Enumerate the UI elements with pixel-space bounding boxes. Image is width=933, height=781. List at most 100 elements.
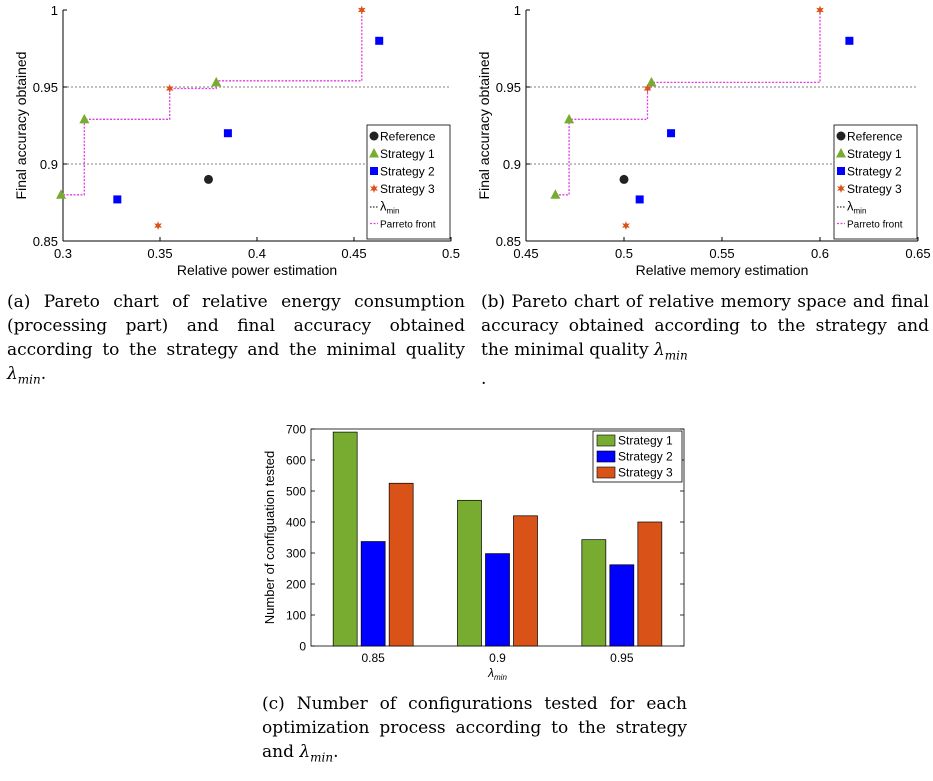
y-tick-label: 1: [51, 3, 58, 18]
legend-label: Reference: [380, 130, 436, 144]
bar-strategy-3: [637, 521, 663, 647]
pareto-memory-chart: 0.45 0.5 0.55 0.6 0.65 0.85 0.9 0.95 1 Relative m…: [476, 3, 931, 278]
data-point-strategy-3: [357, 5, 366, 15]
legend-label: Strategy 2: [847, 165, 902, 179]
legend-marker: [837, 184, 845, 193]
y-tick-label: 0.95: [33, 80, 58, 95]
legend-label: Strategy 1: [618, 434, 673, 448]
x-axis-label: Relative memory estimation: [636, 262, 809, 278]
caption-b: (b) Pareto chart of relative memory spac…: [481, 292, 929, 390]
x-tick-label: 0.65: [905, 246, 930, 261]
x-tick-label: 0.85: [361, 651, 385, 665]
legend-box: [833, 124, 918, 240]
legend-label: Strategy 3: [847, 182, 902, 196]
legend-label: Strategy 2: [380, 165, 435, 179]
data-point-strategy-1: [646, 76, 657, 87]
x-tick-label: 0.5: [442, 246, 460, 261]
y-tick-label: 0.9: [40, 157, 58, 172]
legend-marker: [836, 131, 846, 141]
legend-marker: [369, 148, 379, 158]
data-point-strategy-3: [165, 84, 174, 94]
x-tick-label: 0.45: [513, 246, 538, 261]
caption-c: (c) Number of configurations tested for …: [262, 694, 687, 765]
y-tick-label: 0.85: [33, 234, 58, 249]
legend-marker: [369, 131, 379, 141]
x-axis-label: λmin: [487, 666, 507, 682]
legend-label: Parreto front: [847, 220, 903, 231]
y-tick-label: 700: [286, 423, 306, 437]
y-tick-label: 0.85: [496, 234, 521, 249]
x-tick-label: 0.45: [341, 246, 366, 261]
legend-swatch: [596, 466, 616, 479]
data-point-strategy-1: [550, 189, 561, 199]
legend-label: Reference: [847, 130, 903, 144]
x-tick-label: 0.9: [489, 651, 506, 665]
pareto-power-chart: 0.3 0.35 0.4 0.45 0.5 0.85 0.9 0.95 1 Relative po…: [13, 3, 460, 278]
caption-a: (a) Pareto chart of relative energy cons…: [7, 292, 465, 387]
bar-strategy-2: [360, 541, 386, 647]
y-tick-label: 1: [514, 3, 521, 18]
legend-marker: [370, 184, 378, 193]
y-tick-label: 400: [286, 516, 306, 530]
x-tick-label: 0.95: [610, 651, 634, 665]
bar-strategy-1: [581, 539, 607, 647]
y-axis-label: Final accuracy obtained: [476, 52, 492, 200]
bar-strategy-1: [332, 431, 358, 647]
legend-marker: [837, 167, 845, 175]
data-point-strategy-1: [211, 76, 222, 87]
data-point-strategy-3: [622, 221, 630, 231]
legend-box: [366, 124, 451, 240]
bar-strategy-2: [485, 553, 510, 647]
legend-label: Parreto front: [380, 220, 436, 231]
x-axis-label: Relative power estimation: [177, 262, 337, 278]
data-point-strategy-2: [635, 195, 644, 204]
legend-swatch: [596, 434, 616, 447]
legend-label: Strategy 1: [847, 147, 902, 161]
caption-c-symbol: λmin: [299, 742, 334, 765]
y-axis-label: Final accuracy obtained: [13, 52, 29, 200]
data-point-strategy-1: [564, 113, 575, 124]
data-point-strategy-2: [375, 36, 384, 45]
pareto-front-line: [63, 10, 363, 196]
legend-label: Strategy 3: [618, 466, 673, 480]
y-tick-label: 500: [286, 485, 306, 499]
caption-a-text: (a) Pareto chart of relative energy cons…: [7, 292, 465, 360]
y-axis-label: Number of configuation tested: [262, 451, 277, 624]
data-point-reference: [204, 174, 213, 184]
data-point-strategy-2: [845, 36, 854, 45]
configurations-bar-chart: 0 100 200 300 400 500 600 700 0.85 0.9 0.95 λmin Num…: [262, 423, 685, 682]
legend-label: Strategy 1: [380, 147, 435, 161]
x-tick-label: 0.35: [147, 246, 172, 261]
y-tick-label: 0.95: [496, 80, 521, 95]
data-point-strategy-2: [223, 129, 232, 138]
pareto-front-line: [555, 10, 821, 196]
caption-b-text: (b) Pareto chart of relative memory spac…: [481, 292, 929, 360]
legend-label: Strategy 2: [618, 450, 673, 464]
caption-a-symbol: λmin: [7, 364, 41, 387]
data-point-strategy-1: [56, 189, 67, 199]
y-tick-label: 200: [286, 578, 306, 592]
y-tick-label: 0: [299, 640, 306, 654]
legend-label: Strategy 3: [380, 182, 435, 196]
data-point-strategy-3: [643, 84, 652, 94]
legend-marker: [836, 148, 846, 158]
data-point-strategy-2: [667, 129, 676, 138]
bar-strategy-3: [388, 482, 414, 647]
x-tick-label: 0.6: [811, 246, 829, 261]
bar-strategy-2: [609, 564, 635, 647]
y-tick-label: 100: [286, 609, 306, 623]
y-tick-label: 300: [286, 547, 306, 561]
legend-marker: [370, 167, 378, 175]
data-point-strategy-3: [154, 221, 162, 231]
x-tick-label: 0.55: [709, 246, 734, 261]
y-tick-label: 600: [286, 454, 306, 468]
caption-b-symbol: λmin: [653, 340, 688, 363]
y-tick-label: 0.9: [503, 157, 521, 172]
bar-strategy-3: [513, 515, 538, 647]
data-point-reference: [619, 174, 629, 184]
x-tick-label: 0.5: [615, 246, 633, 261]
x-tick-label: 0.4: [248, 246, 266, 261]
data-point-strategy-1: [79, 113, 90, 124]
caption-c-text: (c) Number of configurations tested for …: [262, 694, 687, 762]
bar-strategy-1: [457, 499, 482, 647]
